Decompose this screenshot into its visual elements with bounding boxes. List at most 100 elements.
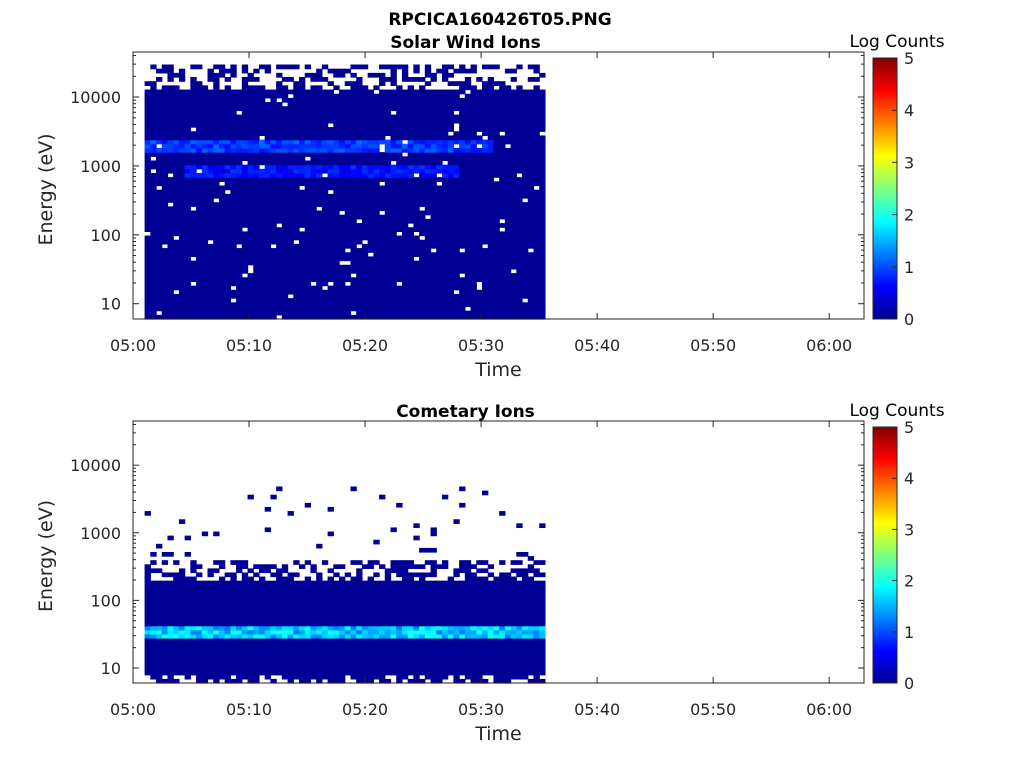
heatmap-cell [224,248,231,253]
heatmap-cell [321,260,329,266]
heatmap-cell [356,85,363,91]
heatmap-cell [247,214,254,220]
heatmap-cell [173,223,180,228]
heatmap-cell [201,268,209,274]
heatmap-cell [173,131,180,137]
heatmap-cell [258,185,266,191]
heatmap-cell [247,670,254,676]
heatmap-cell [459,131,466,137]
heatmap-cell [373,177,380,182]
heatmap-cell [321,584,329,590]
heatmap-cell [276,293,283,299]
heatmap-cell [482,293,489,299]
heatmap-cell [276,576,283,582]
heatmap-cell [144,189,151,195]
heatmap-cell [407,160,414,166]
heatmap-cell [241,77,249,82]
heatmap-cell [447,293,455,299]
heatmap-cell [293,202,300,207]
heatmap-cell [167,168,174,174]
heatmap-cell [516,231,523,237]
heatmap-cell [356,268,363,274]
heatmap-cell [144,181,151,187]
heatmap-cell [247,568,254,574]
heatmap-cell [499,239,506,245]
heatmap-cell [390,177,397,182]
heatmap-cell [407,310,414,316]
heatmap-cell [356,93,363,99]
heatmap-cell [156,252,163,258]
heatmap-cell [224,256,231,262]
heatmap-cell [150,64,157,70]
heatmap-cell [499,214,506,220]
heatmap-cell [390,164,397,170]
heatmap-cell [396,277,403,283]
heatmap-cell [384,293,392,299]
heatmap-cell [253,654,260,660]
heatmap-cell [241,633,249,639]
heatmap-cell [504,106,512,112]
heatmap-cell [384,172,392,178]
heatmap-cell [287,314,294,320]
heatmap-cell [270,494,277,500]
heatmap-cell [287,268,294,274]
heatmap-cell [230,127,237,132]
heatmap-cell [276,580,283,586]
heatmap-cell [367,268,374,274]
heatmap-cell [276,168,283,174]
heatmap-cell [356,164,363,170]
heatmap-cell [241,118,249,124]
heatmap-cell [287,678,294,684]
heatmap-cell [344,110,352,116]
heatmap-cell [281,127,289,132]
heatmap-cell [516,260,523,266]
heatmap-cell [436,152,443,157]
colorbar-tick-label: 2 [904,206,914,225]
heatmap-cell [527,310,535,316]
heatmap-cell [436,314,443,320]
heatmap-cell [190,110,197,116]
heatmap-cell [236,172,243,178]
heatmap-cell [482,214,489,220]
heatmap-cell [304,243,312,249]
heatmap-cell [379,77,386,82]
heatmap-cell [390,156,397,162]
heatmap-cell [178,189,186,195]
heatmap-cell [270,193,277,199]
heatmap-cell [201,206,209,212]
heatmap-cell [430,122,437,128]
heatmap-cell [241,674,249,680]
heatmap-cell [236,168,243,174]
heatmap-cell [436,310,443,316]
heatmap-cell [493,302,500,308]
heatmap-cell [419,160,426,166]
heatmap-cell [299,206,306,212]
heatmap-cell [482,85,489,91]
heatmap-cell [299,189,306,195]
heatmap-cell [350,293,357,299]
heatmap-cell [453,93,460,99]
heatmap-cell [218,172,226,178]
heatmap-cell [173,210,180,216]
heatmap-cell [224,264,231,270]
heatmap-cell [384,97,392,103]
heatmap-cell [224,601,231,606]
heatmap-cell [264,202,272,207]
heatmap-cell [401,168,409,174]
heatmap-cell [218,281,226,287]
heatmap-cell [270,597,277,602]
heatmap-cell [539,252,546,258]
heatmap-cell [516,214,523,220]
heatmap-cell [196,670,203,676]
heatmap-cell [190,198,197,203]
heatmap-cell [453,243,460,249]
heatmap-cell [316,678,323,684]
heatmap-cell [384,243,392,249]
heatmap-cell [510,198,517,203]
heatmap-cell [190,621,197,627]
heatmap-cell [493,218,500,224]
heatmap-cell [258,114,266,120]
heatmap-cell [316,306,323,312]
heatmap-cell [436,114,443,120]
heatmap-cell [184,231,191,237]
